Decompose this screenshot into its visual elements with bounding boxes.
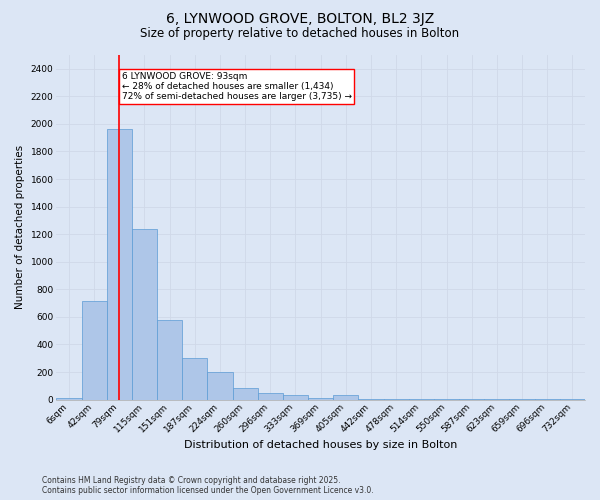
- Text: 6, LYNWOOD GROVE, BOLTON, BL2 3JZ: 6, LYNWOOD GROVE, BOLTON, BL2 3JZ: [166, 12, 434, 26]
- Bar: [308, 398, 333, 400]
- Bar: [56, 398, 82, 400]
- Bar: [535, 399, 560, 400]
- Bar: [283, 395, 308, 400]
- Text: 6 LYNWOOD GROVE: 93sqm
← 28% of detached houses are smaller (1,434)
72% of semi-: 6 LYNWOOD GROVE: 93sqm ← 28% of detached…: [122, 72, 352, 102]
- Bar: [459, 399, 484, 400]
- Bar: [484, 399, 509, 400]
- Text: Contains HM Land Registry data © Crown copyright and database right 2025.
Contai: Contains HM Land Registry data © Crown c…: [42, 476, 374, 495]
- Bar: [258, 392, 283, 400]
- Bar: [233, 388, 258, 400]
- Text: Size of property relative to detached houses in Bolton: Size of property relative to detached ho…: [140, 28, 460, 40]
- Bar: [560, 399, 585, 400]
- Bar: [107, 130, 132, 400]
- X-axis label: Distribution of detached houses by size in Bolton: Distribution of detached houses by size …: [184, 440, 457, 450]
- Bar: [409, 399, 434, 400]
- Bar: [182, 358, 208, 400]
- Bar: [434, 399, 459, 400]
- Bar: [157, 320, 182, 400]
- Bar: [509, 399, 535, 400]
- Y-axis label: Number of detached properties: Number of detached properties: [15, 145, 25, 310]
- Bar: [82, 301, 107, 400]
- Bar: [383, 399, 409, 400]
- Bar: [333, 395, 358, 400]
- Bar: [132, 230, 157, 400]
- Bar: [208, 372, 233, 400]
- Bar: [358, 399, 383, 400]
